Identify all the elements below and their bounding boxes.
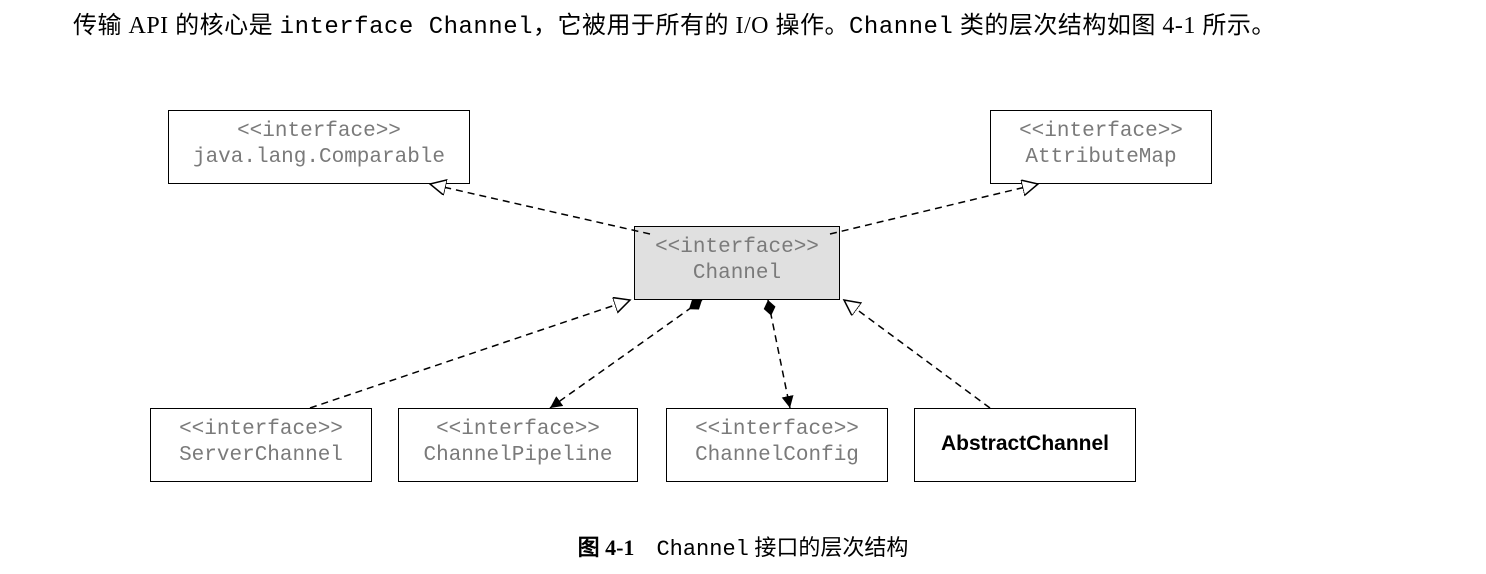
node-channelconfig: <<interface>> ChannelConfig — [666, 408, 888, 482]
uml-diagram: <<interface>> java.lang.Comparable <<int… — [150, 96, 1330, 526]
stereo-channelpipeline: <<interface>> — [403, 417, 633, 443]
stereo-comparable: <<interface>> — [173, 119, 465, 145]
node-serverchannel: <<interface>> ServerChannel — [150, 408, 372, 482]
stereo-channelconfig: <<interface>> — [671, 417, 883, 443]
stereo-serverchannel: <<interface>> — [155, 417, 367, 443]
stereo-channel: <<interface>> — [639, 235, 835, 261]
intro-part1: 传输 API 的核心是 — [73, 13, 280, 39]
name-comparable: java.lang.Comparable — [173, 145, 465, 171]
figure-caption: 图 4-1 Channel 接口的层次结构 — [0, 530, 1486, 562]
caption-code: Channel — [656, 537, 748, 562]
name-channel: Channel — [639, 261, 835, 287]
caption-rest: 接口的层次结构 — [749, 535, 909, 560]
caption-spacer — [634, 535, 656, 560]
intro-part2: ，它被用于所有的 I/O 操作。 — [533, 13, 849, 39]
node-abstractchannel: AbstractChannel — [914, 408, 1136, 482]
name-attributemap: AttributeMap — [995, 145, 1207, 171]
intro-part3: 类的层次结构如图 4-1 所示。 — [953, 13, 1276, 39]
name-channelconfig: ChannelConfig — [671, 443, 883, 469]
intro-indent — [24, 13, 73, 39]
node-channel: <<interface>> Channel — [634, 226, 840, 300]
caption-label: 图 4-1 — [578, 535, 635, 560]
node-comparable: <<interface>> java.lang.Comparable — [168, 110, 470, 184]
name-channelpipeline: ChannelPipeline — [403, 443, 633, 469]
name-abstractchannel: AbstractChannel — [941, 432, 1109, 456]
intro-paragraph: 传输 API 的核心是 interface Channel，它被用于所有的 I/… — [24, 6, 1464, 48]
node-attributemap: <<interface>> AttributeMap — [990, 110, 1212, 184]
intro-code1: interface Channel — [280, 14, 533, 41]
node-channelpipeline: <<interface>> ChannelPipeline — [398, 408, 638, 482]
intro-code2: Channel — [849, 14, 953, 41]
name-serverchannel: ServerChannel — [155, 443, 367, 469]
stereo-attributemap: <<interface>> — [995, 119, 1207, 145]
